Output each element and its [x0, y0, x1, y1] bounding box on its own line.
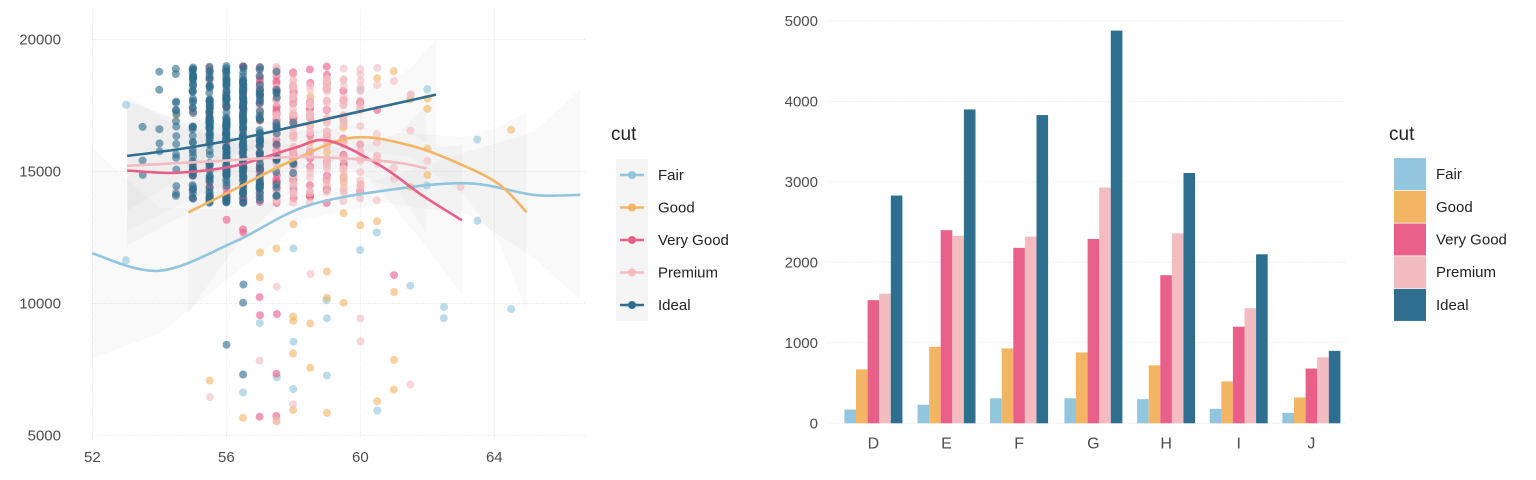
svg-text:Premium: Premium [658, 265, 718, 282]
svg-text:G: G [1087, 435, 1099, 452]
svg-text:cut: cut [1389, 124, 1415, 145]
svg-text:Fair: Fair [1436, 166, 1462, 183]
svg-text:D: D [868, 435, 880, 452]
svg-text:1000: 1000 [785, 335, 818, 352]
svg-text:Good: Good [658, 200, 695, 217]
svg-text:2000: 2000 [785, 254, 818, 271]
svg-text:20000: 20000 [19, 32, 61, 49]
svg-text:4000: 4000 [785, 93, 818, 110]
svg-text:Ideal: Ideal [1436, 297, 1469, 314]
svg-text:J: J [1307, 435, 1315, 452]
svg-text:H: H [1160, 435, 1172, 452]
svg-text:0: 0 [810, 415, 818, 432]
svg-text:Very Good: Very Good [658, 232, 729, 249]
svg-text:5000: 5000 [785, 13, 818, 30]
svg-text:cut: cut [611, 124, 637, 145]
svg-text:60: 60 [352, 449, 369, 466]
svg-text:E: E [941, 435, 952, 452]
svg-text:Ideal: Ideal [658, 297, 691, 314]
svg-text:64: 64 [486, 449, 503, 466]
svg-text:Good: Good [1436, 199, 1473, 216]
svg-text:Very Good: Very Good [1436, 232, 1507, 249]
svg-text:3000: 3000 [785, 174, 818, 191]
svg-text:52: 52 [84, 449, 101, 466]
svg-text:5000: 5000 [28, 428, 61, 445]
svg-text:10000: 10000 [19, 296, 61, 313]
svg-text:I: I [1236, 435, 1240, 452]
svg-text:F: F [1014, 435, 1024, 452]
svg-text:15000: 15000 [19, 164, 61, 181]
svg-text:56: 56 [218, 449, 235, 466]
svg-text:Fair: Fair [658, 167, 684, 184]
svg-text:Premium: Premium [1436, 264, 1496, 281]
